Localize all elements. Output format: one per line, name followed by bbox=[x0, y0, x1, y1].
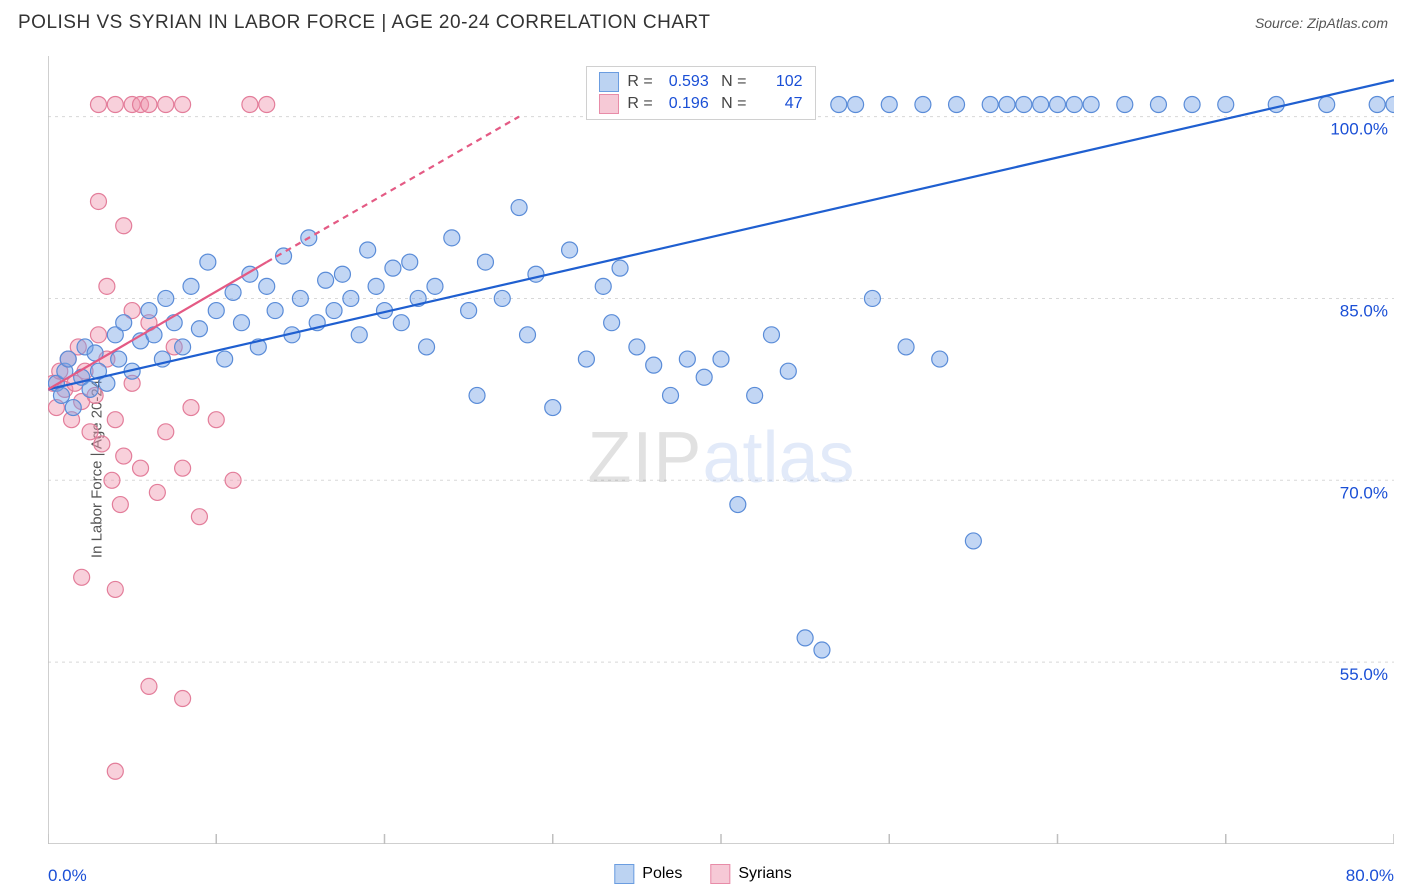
svg-text:55.0%: 55.0% bbox=[1340, 665, 1388, 684]
series-legend: Poles Syrians bbox=[614, 864, 791, 884]
legend-swatch-syrians bbox=[710, 864, 730, 884]
x-axis-min-label: 0.0% bbox=[48, 866, 87, 886]
scatter-plot: 55.0%70.0%85.0%100.0% ZIPatlas R = 0.593… bbox=[48, 56, 1394, 844]
stats-legend: R = 0.593 N = 102 R = 0.196 N = 47 bbox=[586, 66, 815, 120]
plot-svg: 55.0% 70.0% 85.0% 100.0% bbox=[48, 56, 1394, 844]
legend-item-poles: Poles bbox=[614, 864, 682, 884]
stats-row-syrians: R = 0.196 N = 47 bbox=[587, 93, 814, 115]
swatch-syrians bbox=[599, 94, 619, 114]
source-attribution: Source: ZipAtlas.com bbox=[1255, 15, 1388, 31]
legend-item-syrians: Syrians bbox=[710, 864, 791, 884]
svg-text:85.0%: 85.0% bbox=[1340, 301, 1388, 320]
stats-row-poles: R = 0.593 N = 102 bbox=[587, 71, 814, 93]
x-axis-max-label: 80.0% bbox=[1346, 866, 1394, 886]
swatch-poles bbox=[599, 72, 619, 92]
svg-text:100.0%: 100.0% bbox=[1330, 120, 1388, 139]
legend-swatch-poles bbox=[614, 864, 634, 884]
svg-text:70.0%: 70.0% bbox=[1340, 483, 1388, 502]
chart-title: POLISH VS SYRIAN IN LABOR FORCE | AGE 20… bbox=[18, 12, 711, 34]
